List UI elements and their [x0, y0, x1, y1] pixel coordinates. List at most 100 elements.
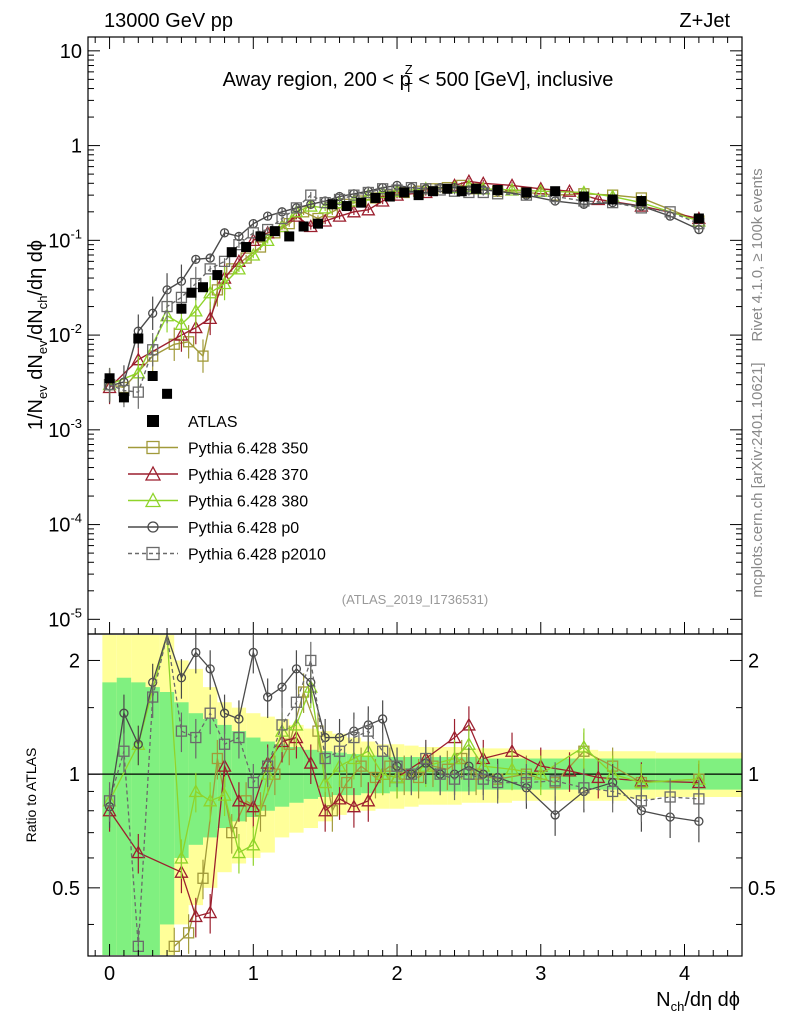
point-pythia-6-428-370 — [562, 183, 577, 197]
atlas-data-point — [456, 186, 467, 197]
ratio-point-pythia-6-428-p2010 — [276, 719, 288, 731]
atlas-data-point — [399, 187, 410, 198]
point-pythia-6-428-380 — [188, 303, 203, 317]
atlas-data-point — [413, 190, 424, 201]
point-pythia-6-428-p0 — [205, 253, 215, 263]
ratio-point-pythia-6-428-p0 — [550, 810, 560, 820]
ratio-point-pythia-6-428-380 — [375, 766, 390, 780]
ratio-point-pythia-6-428-p2010 — [520, 776, 533, 789]
ratio-point-pythia-6-428-p2010 — [218, 738, 231, 750]
title-sup: Z — [405, 62, 413, 77]
ratio-point-pythia-6-428-p2010 — [391, 760, 403, 772]
legend-marker-pythia-6-428-370 — [144, 465, 162, 481]
main-y-tick-label: 10 — [60, 41, 82, 63]
ratio-series-line-pythia-6-428-370 — [109, 723, 699, 918]
atlas-data-point — [212, 270, 223, 281]
ylabel-part-0: 1/N — [25, 399, 47, 430]
atlas-data-point — [176, 303, 187, 314]
atlas-data-point — [370, 192, 381, 203]
ratio-point-pythia-6-428-350 — [326, 805, 339, 817]
ratio-point-pythia-6-428-p0 — [263, 692, 273, 702]
ratio-point-pythia-6-428-p2010 — [333, 745, 346, 757]
ratio-point-pythia-6-428-380 — [289, 717, 304, 731]
atlas-data-point — [636, 196, 647, 207]
ratio-point-pythia-6-428-p0 — [133, 739, 143, 749]
ylabel-part-2: dN — [25, 354, 47, 385]
point-pythia-6-428-380 — [217, 276, 232, 290]
main-data-layer — [102, 173, 706, 409]
ratio-point-pythia-6-428-p2010 — [190, 731, 202, 744]
title-post: < 500 [GeV], inclusive — [413, 69, 614, 91]
atlas-data-point — [427, 186, 438, 197]
ratio-panel: 0 1 2 3 4 0.5 0.5 1 1 2 2 Ratio to ATLAS Nch/dη dϕ — [23, 632, 776, 1014]
atlas-data-point — [284, 231, 295, 242]
ratio-band-inner-bin — [145, 687, 160, 955]
point-pythia-6-428-p2010 — [348, 189, 360, 201]
ratio-point-pythia-6-428-p2010 — [362, 725, 374, 737]
ratio-point-pythia-6-428-p2010 — [463, 768, 475, 780]
xlabel-part-0: N — [656, 989, 670, 1011]
atlas-data-point — [312, 218, 323, 229]
point-pythia-6-428-p2010 — [276, 212, 288, 225]
point-pythia-6-428-380 — [231, 261, 247, 275]
main-title: Away region, 200 < pZ T < 500 [GeV], incl… — [223, 62, 614, 95]
atlas-data-point — [607, 194, 618, 205]
ratio-point-pythia-6-428-370 — [188, 909, 203, 923]
ratio-point-pythia-6-428-370 — [303, 755, 318, 769]
side-label-rivet: Rivet 4.1.0, ≥ 100k events — [749, 168, 766, 341]
ratio-point-pythia-6-428-p2010 — [491, 776, 504, 789]
ratio-point-pythia-6-428-p0 — [205, 664, 215, 674]
atlas-data-point — [492, 184, 503, 195]
atlas-data-point — [241, 242, 252, 253]
ratio-point-pythia-6-428-370 — [562, 763, 577, 777]
ratio-y-tick-label-right: 0.5 — [748, 878, 776, 900]
ratio-point-pythia-6-428-p2010 — [377, 745, 389, 757]
point-pythia-6-428-p0 — [148, 308, 158, 318]
ratio-point-pythia-6-428-p2010 — [420, 752, 432, 765]
point-pythia-6-428-370 — [203, 311, 218, 325]
atlas-data-point — [356, 197, 367, 208]
legend-marker-pythia-6-428-380 — [144, 492, 162, 508]
ratio-point-pythia-6-428-p2010 — [319, 752, 331, 765]
main-panel: 10 1 10-1 10-2 10-3 10-4 10-5 Away region, 200… — [25, 36, 743, 635]
point-pythia-6-428-p2010 — [161, 300, 173, 313]
point-pythia-6-428-p2010 — [204, 263, 216, 275]
point-pythia-6-428-370 — [591, 192, 606, 206]
ratio-point-pythia-6-428-p0 — [191, 647, 201, 658]
xlabel-part-2: /dη dϕ — [684, 989, 740, 1011]
atlas-data-point — [197, 282, 208, 293]
atlas-data-point — [269, 226, 280, 237]
ratio-point-pythia-6-428-350 — [456, 752, 468, 765]
atlas-data-point — [118, 392, 129, 403]
point-pythia-6-428-p2010 — [362, 186, 374, 199]
ratio-point-pythia-6-428-p0 — [291, 664, 302, 674]
ratio-point-pythia-6-428-350 — [182, 927, 195, 939]
ratio-y-label: Ratio to ATLAS — [23, 748, 39, 843]
main-y-tick-label: 10-3 — [48, 416, 82, 442]
point-pythia-6-428-p2010 — [147, 344, 159, 356]
ratio-point-pythia-6-428-380 — [246, 837, 261, 851]
ratio-point-pythia-6-428-350 — [211, 752, 224, 765]
ratio-point-pythia-6-428-380 — [346, 751, 362, 765]
atlas-data-point — [327, 199, 338, 210]
ratio-point-pythia-6-428-p0 — [277, 682, 287, 692]
ratio-point-pythia-6-428-p2010 — [147, 691, 159, 703]
atlas-data-point — [384, 191, 395, 202]
analysis-label: (ATLAS_2019_I1736531) — [342, 592, 488, 607]
atlas-data-point — [442, 183, 453, 194]
ratio-band-inner-bin — [231, 731, 247, 822]
main-frame — [87, 36, 743, 635]
legend-marker-pythia-6-428-p2010 — [146, 546, 160, 561]
ratio-y-tick-label: 2 — [69, 650, 80, 672]
legend-marker-pythia-6-428-p0 — [147, 521, 159, 533]
atlas-data-point — [133, 333, 144, 344]
legend: ATLAS Pythia 6.428 350 Pythia 6.428 370 Pyt… — [128, 414, 326, 564]
ratio-point-pythia-6-428-p2010 — [305, 654, 317, 667]
header-right-label: Z+Jet — [679, 10, 730, 32]
point-pythia-6-428-p2010 — [175, 291, 188, 304]
ratio-point-pythia-6-428-380 — [217, 787, 232, 801]
atlas-data-point — [693, 213, 704, 224]
ratio-point-pythia-6-428-p2010 — [204, 707, 216, 719]
ratio-data-layer — [88, 632, 742, 955]
point-pythia-6-428-380 — [274, 219, 290, 233]
